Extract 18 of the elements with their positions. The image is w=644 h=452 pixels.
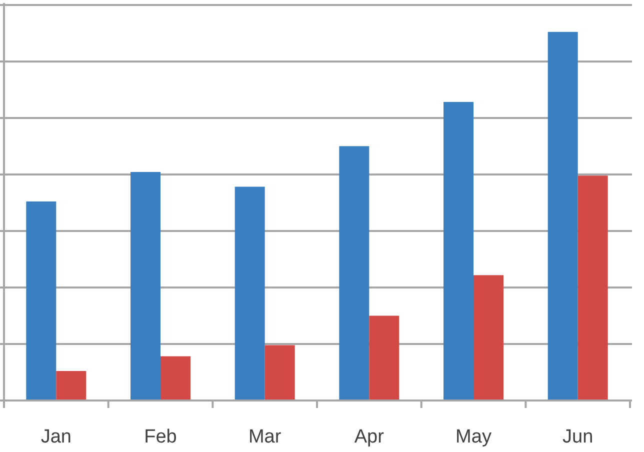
bar (264, 345, 295, 400)
bar (578, 176, 608, 400)
bar (130, 172, 160, 400)
bar (369, 316, 400, 400)
bar (234, 186, 265, 400)
bar (160, 356, 190, 400)
bar (339, 146, 370, 400)
bar (474, 275, 504, 400)
x-tick-label: Jun (562, 426, 594, 448)
x-tick-label: Jan (40, 426, 72, 448)
x-tick-label: May (456, 426, 492, 448)
bar (26, 201, 56, 400)
bar (548, 32, 578, 400)
bar (56, 371, 86, 400)
x-tick-label: Mar (248, 426, 282, 448)
x-tick-label: Feb (144, 426, 177, 448)
x-tick-label: Apr (354, 426, 385, 448)
bar (444, 102, 474, 400)
